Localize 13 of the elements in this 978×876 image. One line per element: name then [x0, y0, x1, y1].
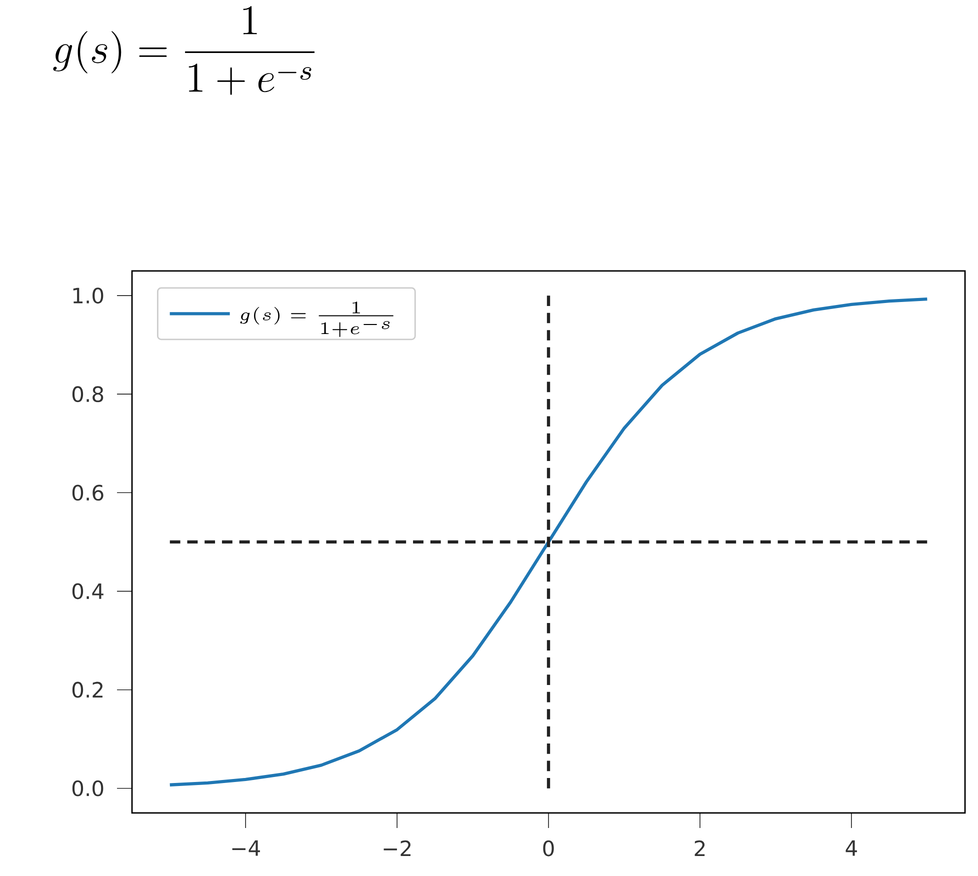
- legend-label: $g(s) = \frac{1}{1+e^{-s}}$: [240, 302, 394, 337]
- x-tick-label: −4: [232, 840, 260, 856]
- x-tick-label: 0: [543, 840, 554, 856]
- x-tick-label: −2: [384, 840, 410, 856]
- x-tick-label: 2: [694, 840, 705, 856]
- x-tick-label: 4: [846, 840, 857, 856]
- y-tick-label: 0.6: [72, 484, 104, 501]
- y-tick-label: 0.8: [72, 386, 104, 402]
- y-tick-label: 0.2: [72, 682, 102, 698]
- y-tick-label: 1.0: [73, 288, 104, 304]
- chart-title: $g(s) = \frac{1}{1+e^{-s}}$: [53, 6, 314, 95]
- y-tick-label: 0.0: [72, 780, 104, 796]
- y-tick-label: 0.4: [72, 583, 104, 600]
